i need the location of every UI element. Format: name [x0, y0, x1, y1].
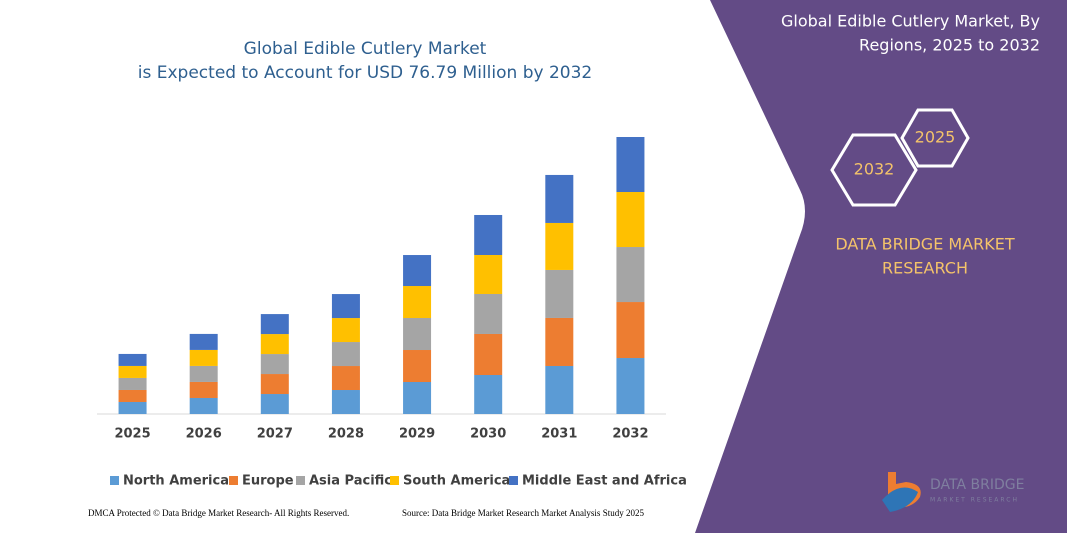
bar-segment [474, 254, 503, 294]
x-tick-label: 2026 [186, 427, 222, 442]
logo-text: DATA BRIDGE [930, 477, 1024, 493]
bar-segment [189, 397, 218, 414]
bar-segment [403, 382, 432, 414]
logo-text: MARKET RESEARCH [930, 497, 1019, 504]
bar-segment [545, 222, 574, 270]
footer-left: DMCA Protected © Data Bridge Market Rese… [88, 508, 349, 518]
legend-label: South America [403, 474, 510, 489]
x-tick-label: 2032 [612, 427, 648, 442]
side-panel [695, 0, 1067, 533]
x-tick-label: 2031 [541, 427, 577, 442]
bar-segment [260, 374, 289, 395]
x-tick-label: 2030 [470, 427, 506, 442]
x-tick-label: 2028 [328, 427, 364, 442]
bar-segment [474, 214, 503, 255]
brand-text: RESEARCH [882, 259, 968, 278]
bar-segment [189, 365, 218, 382]
bar-segment [545, 365, 574, 414]
bar-segment [331, 366, 360, 391]
bar-segment [545, 174, 574, 223]
legend-label: Europe [242, 474, 294, 489]
legend-label: North America [123, 474, 229, 489]
panel-heading: Regions, 2025 to 2032 [859, 36, 1040, 55]
bar-segment [118, 401, 147, 414]
bar-segment [331, 342, 360, 367]
bar-segment [403, 350, 432, 383]
logo: DATA BRIDGE MARKET RESEARCH [882, 472, 1024, 512]
bar-segment [260, 394, 289, 414]
bar-segment [118, 377, 147, 390]
legend-swatch [509, 476, 518, 485]
x-tick-label: 2029 [399, 427, 435, 442]
bar-segment [189, 333, 218, 350]
legend-label: Middle East and Africa [522, 474, 687, 489]
bar-segment [403, 318, 432, 351]
hexagon-label: 2025 [915, 128, 956, 147]
bar-segment [616, 137, 645, 193]
bar-segment [616, 247, 645, 303]
hexagon-label: 2032 [854, 160, 895, 179]
footer-right: Source: Data Bridge Market Research Mark… [402, 508, 644, 518]
bar-segment [331, 294, 360, 319]
hexagon [900, 108, 970, 168]
panel-heading: Global Edible Cutlery Market, By [781, 12, 1040, 31]
legend-swatch [390, 476, 399, 485]
bar-segment [616, 302, 645, 359]
bar-segment [403, 255, 432, 287]
bar-segment [260, 334, 289, 355]
legend-swatch [229, 476, 238, 485]
x-tick-label: 2025 [114, 427, 150, 442]
x-tick-label: 2027 [257, 427, 293, 442]
bar-segment [616, 192, 645, 248]
legend-swatch [296, 476, 305, 485]
bar-segment [474, 333, 503, 376]
bar-segment [118, 353, 147, 366]
bar-segment [189, 349, 218, 366]
bar-segment [118, 389, 147, 402]
logo-mark [882, 487, 918, 512]
legend-label: Asia Pacific [309, 474, 392, 489]
bar-segment [331, 318, 360, 343]
bar-segment [545, 317, 574, 366]
bar-segment [189, 381, 218, 398]
brand-text: DATA BRIDGE MARKET [835, 235, 1015, 254]
bar-segment [260, 354, 289, 375]
hexagon [830, 133, 918, 207]
chart-title: Global Edible Cutlery Market [244, 39, 487, 59]
bar-segment [616, 358, 645, 414]
bar-segment [260, 314, 289, 335]
bar-segment [403, 286, 432, 319]
bar-segment [545, 269, 574, 318]
bar-segment [331, 390, 360, 414]
bar-segment [474, 293, 503, 334]
legend-swatch [110, 476, 119, 485]
bar-segment [118, 365, 147, 378]
chart-subtitle: is Expected to Account for USD 76.79 Mil… [138, 63, 592, 83]
bar-segment [474, 375, 503, 414]
